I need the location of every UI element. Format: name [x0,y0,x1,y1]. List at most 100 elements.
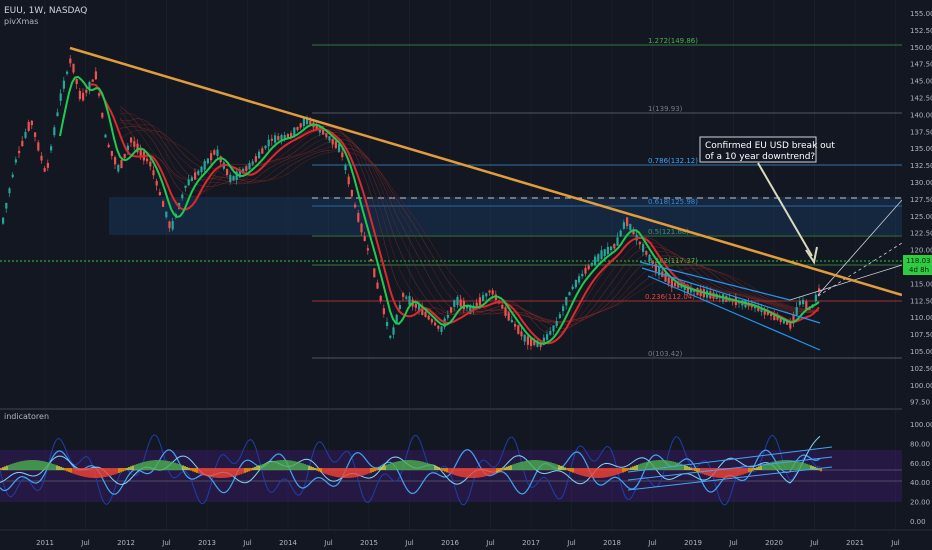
symbol-title[interactable]: EUU, 1W, NASDAQ [4,6,87,16]
candle-body [162,201,165,207]
fib-level-label: 1(139.93) [648,105,683,113]
candle-body [2,217,5,224]
candle-body [504,307,507,316]
osc-histogram-bar [734,468,736,477]
osc-histogram-bar [460,468,462,477]
osc-histogram-bar [606,468,608,478]
candle-body [245,166,248,171]
projection-lines[interactable] [789,199,903,301]
price-tick-label: 102.50 [910,365,932,373]
osc-histogram-bar [706,468,708,476]
candle-body [632,230,635,235]
osc-histogram-bar [530,460,532,470]
candle-body [670,278,673,288]
osc-histogram-bar [620,468,622,474]
osc-histogram-bar [140,462,142,470]
osc-histogram-bar [78,468,80,476]
osc-channel[interactable] [627,446,833,491]
candle-body [763,308,766,315]
osc-histogram-bar [558,465,560,470]
osc-histogram-bar [406,460,408,470]
candle-body [322,129,325,135]
osc-histogram-bar [812,466,814,470]
candle-body [171,221,174,230]
candle-body [546,334,549,340]
osc-histogram-bar [212,468,214,478]
osc-histogram-bar [0,468,2,470]
osc-histogram-bar [46,462,48,470]
candle-body [91,79,94,82]
osc-histogram-bar [682,464,684,470]
candle-body [350,189,353,197]
downtrend-line[interactable] [69,46,903,297]
osc-histogram-bar [810,465,812,470]
osc-histogram-bar [64,468,66,471]
osc-histogram-bar [556,464,558,470]
candle-body [549,331,552,335]
price-tick-label: 125.00 [910,213,932,221]
osc-histogram-bar [108,468,110,477]
candle-body [53,127,56,136]
support-zone[interactable] [109,197,902,235]
lower-pane-label[interactable]: indicatoren [4,412,49,421]
osc-histogram-bar [318,468,320,472]
osc-histogram-bar [176,463,178,470]
fib-level-label: 0.5(121.68) [648,228,689,236]
time-axis[interactable] [0,530,932,550]
candle-body [274,135,277,143]
osc-histogram-bar [732,468,734,478]
time-tick-label: Jul [485,539,495,547]
osc-histogram-bar [692,468,694,471]
osc-histogram-bar [30,460,32,470]
candle-body [805,301,808,309]
candle-body [56,112,59,117]
fib-level-label: 0.236(112.04) [645,293,695,301]
osc-histogram-bar [326,468,328,475]
osc-histogram-bar [452,468,454,475]
candle-body [229,174,232,183]
osc-histogram-bar [610,468,612,477]
osc-histogram-bar [160,460,162,470]
osc-histogram-bar [642,462,644,470]
osc-histogram-bar [656,460,658,470]
candle-body [462,301,465,310]
candle-body [85,89,88,93]
osc-histogram-bar [296,461,298,470]
osc-histogram-bar [518,462,520,470]
osc-histogram-bar [18,461,20,470]
candle-body [283,135,286,139]
annotation-callout[interactable]: Confirmed EU USD break out of a 10 year … [699,136,835,265]
candle-body [200,166,203,173]
candle-body [248,163,251,170]
osc-histogram-bar [738,468,740,476]
osc-histogram-bar [322,468,324,474]
osc-histogram-bar [272,461,274,470]
indicator-label[interactable]: pivXmas [4,17,38,26]
osc-histogram-bar [102,468,104,478]
candle-body [82,92,85,101]
candle-body [485,293,488,297]
candle-body [434,322,437,326]
candle-body [379,295,382,302]
osc-histogram-bar [582,468,584,476]
candle-body [66,71,69,74]
osc-histogram-bar [554,463,556,470]
candle-body [88,81,91,91]
time-tick-label: 2017 [522,539,540,547]
oscillator[interactable] [0,434,822,506]
candle-body [475,302,478,307]
osc-histogram-bar [474,468,476,478]
candle-body [168,221,171,229]
candle-body [520,331,523,337]
osc-histogram-bar [484,468,486,477]
osc-histogram-bar [796,461,798,470]
osc-histogram-bar [82,468,84,477]
osc-histogram-bar [650,460,652,470]
candle-body [347,176,350,185]
downtrend-channel[interactable] [639,261,821,351]
osc-histogram-bar [750,468,752,472]
osc-histogram-bar [328,468,330,476]
candles[interactable] [2,55,821,351]
candle-body [21,140,24,147]
